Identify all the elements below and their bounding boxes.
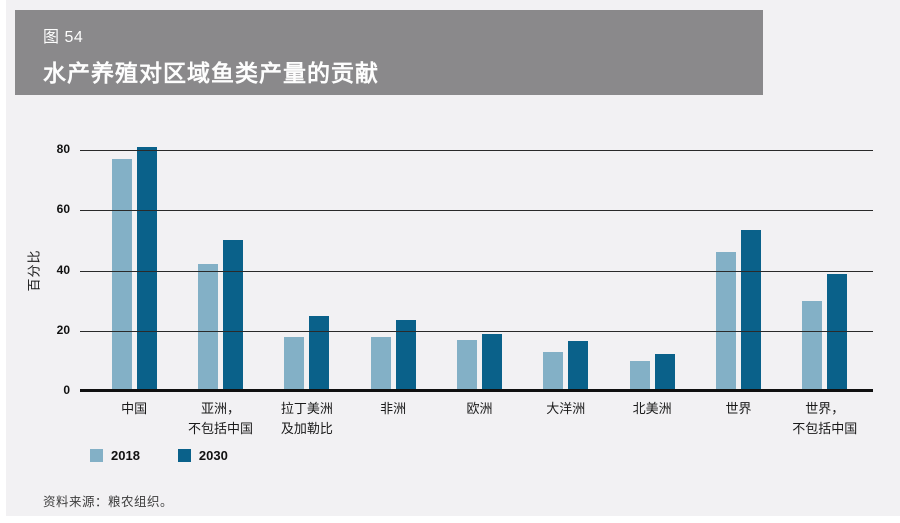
bar-2018 — [715, 252, 736, 391]
bar-2030 — [136, 147, 157, 391]
y-tick-label: 0 — [63, 383, 70, 397]
bar-2030 — [395, 320, 416, 391]
plot-area — [80, 147, 873, 392]
category-label: 欧洲 — [466, 401, 493, 416]
bar-2018 — [802, 300, 823, 391]
category-label: 北美洲 — [632, 401, 672, 416]
legend-label: 2018 — [111, 448, 140, 463]
bars-row — [91, 147, 868, 391]
bar-2018 — [456, 339, 477, 391]
bar-2030 — [568, 341, 589, 391]
bar-group — [264, 150, 350, 391]
bar-group — [523, 150, 609, 391]
bar-2030 — [827, 273, 848, 391]
bar-group — [695, 150, 781, 391]
legend-swatch — [90, 449, 103, 462]
legend-item: 2018 — [90, 448, 140, 463]
bar-2030 — [740, 229, 761, 391]
category-label: 世界 — [725, 401, 752, 416]
legend-swatch — [177, 449, 191, 462]
bar-2030 — [222, 240, 243, 391]
figure-number: 图 54 — [43, 29, 84, 46]
bar-2030 — [654, 353, 675, 391]
figure-title: 水产养殖对区域鱼类产量的贡献 — [43, 60, 379, 86]
y-tick-label: 40 — [56, 262, 70, 277]
category-label: 拉丁美洲 及加勒比 — [280, 401, 333, 436]
bar-group — [436, 150, 522, 391]
gridline — [80, 150, 873, 151]
page: 图 54 水产养殖对区域鱼类产量的贡献 百分比 0 20 40 60 80 中国 亚洲， … — [6, 0, 900, 516]
y-tick-label: 80 — [56, 142, 70, 156]
x-axis-line — [80, 389, 873, 392]
bar-2018 — [543, 351, 564, 391]
bar-2018 — [111, 159, 132, 391]
gridline — [80, 330, 873, 332]
source-note: 资料来源：粮农组织。 — [43, 495, 174, 509]
category-label: 世界， 不包括中国 — [792, 401, 858, 436]
gridline — [80, 210, 873, 212]
bar-2018 — [197, 264, 218, 391]
gridline — [80, 270, 873, 272]
category-label: 亚洲， 不包括中国 — [187, 401, 253, 436]
legend-label: 2030 — [198, 448, 228, 463]
y-tick-label: 60 — [56, 202, 70, 217]
bar-2018 — [629, 360, 650, 391]
category-label: 非洲 — [380, 401, 407, 416]
y-tick-label: 20 — [56, 322, 70, 337]
figure-header: 图 54 水产养殖对区域鱼类产量的贡献 — [15, 10, 763, 95]
category-label: 大洋洲 — [546, 401, 586, 416]
legend-item: 2030 — [177, 448, 228, 463]
bar-group — [350, 150, 436, 391]
legend: 2018 2030 — [90, 448, 228, 463]
bar-group — [91, 147, 177, 391]
bar-group — [177, 150, 263, 391]
x-axis-labels: 中国 亚洲， 不包括中国 拉丁美洲 及加勒比 非洲 欧洲 大洋洲 北美洲 世界 世界， 不包括中… — [91, 399, 868, 438]
category-label: 中国 — [121, 401, 148, 416]
bar-2030 — [309, 315, 330, 391]
bar-2018 — [370, 336, 391, 391]
bar-group — [609, 150, 695, 391]
bar-group — [782, 150, 868, 391]
bar-2030 — [481, 333, 502, 391]
bar-2018 — [284, 336, 305, 391]
y-axis-ticks: 0 20 40 60 80 — [32, 142, 70, 397]
